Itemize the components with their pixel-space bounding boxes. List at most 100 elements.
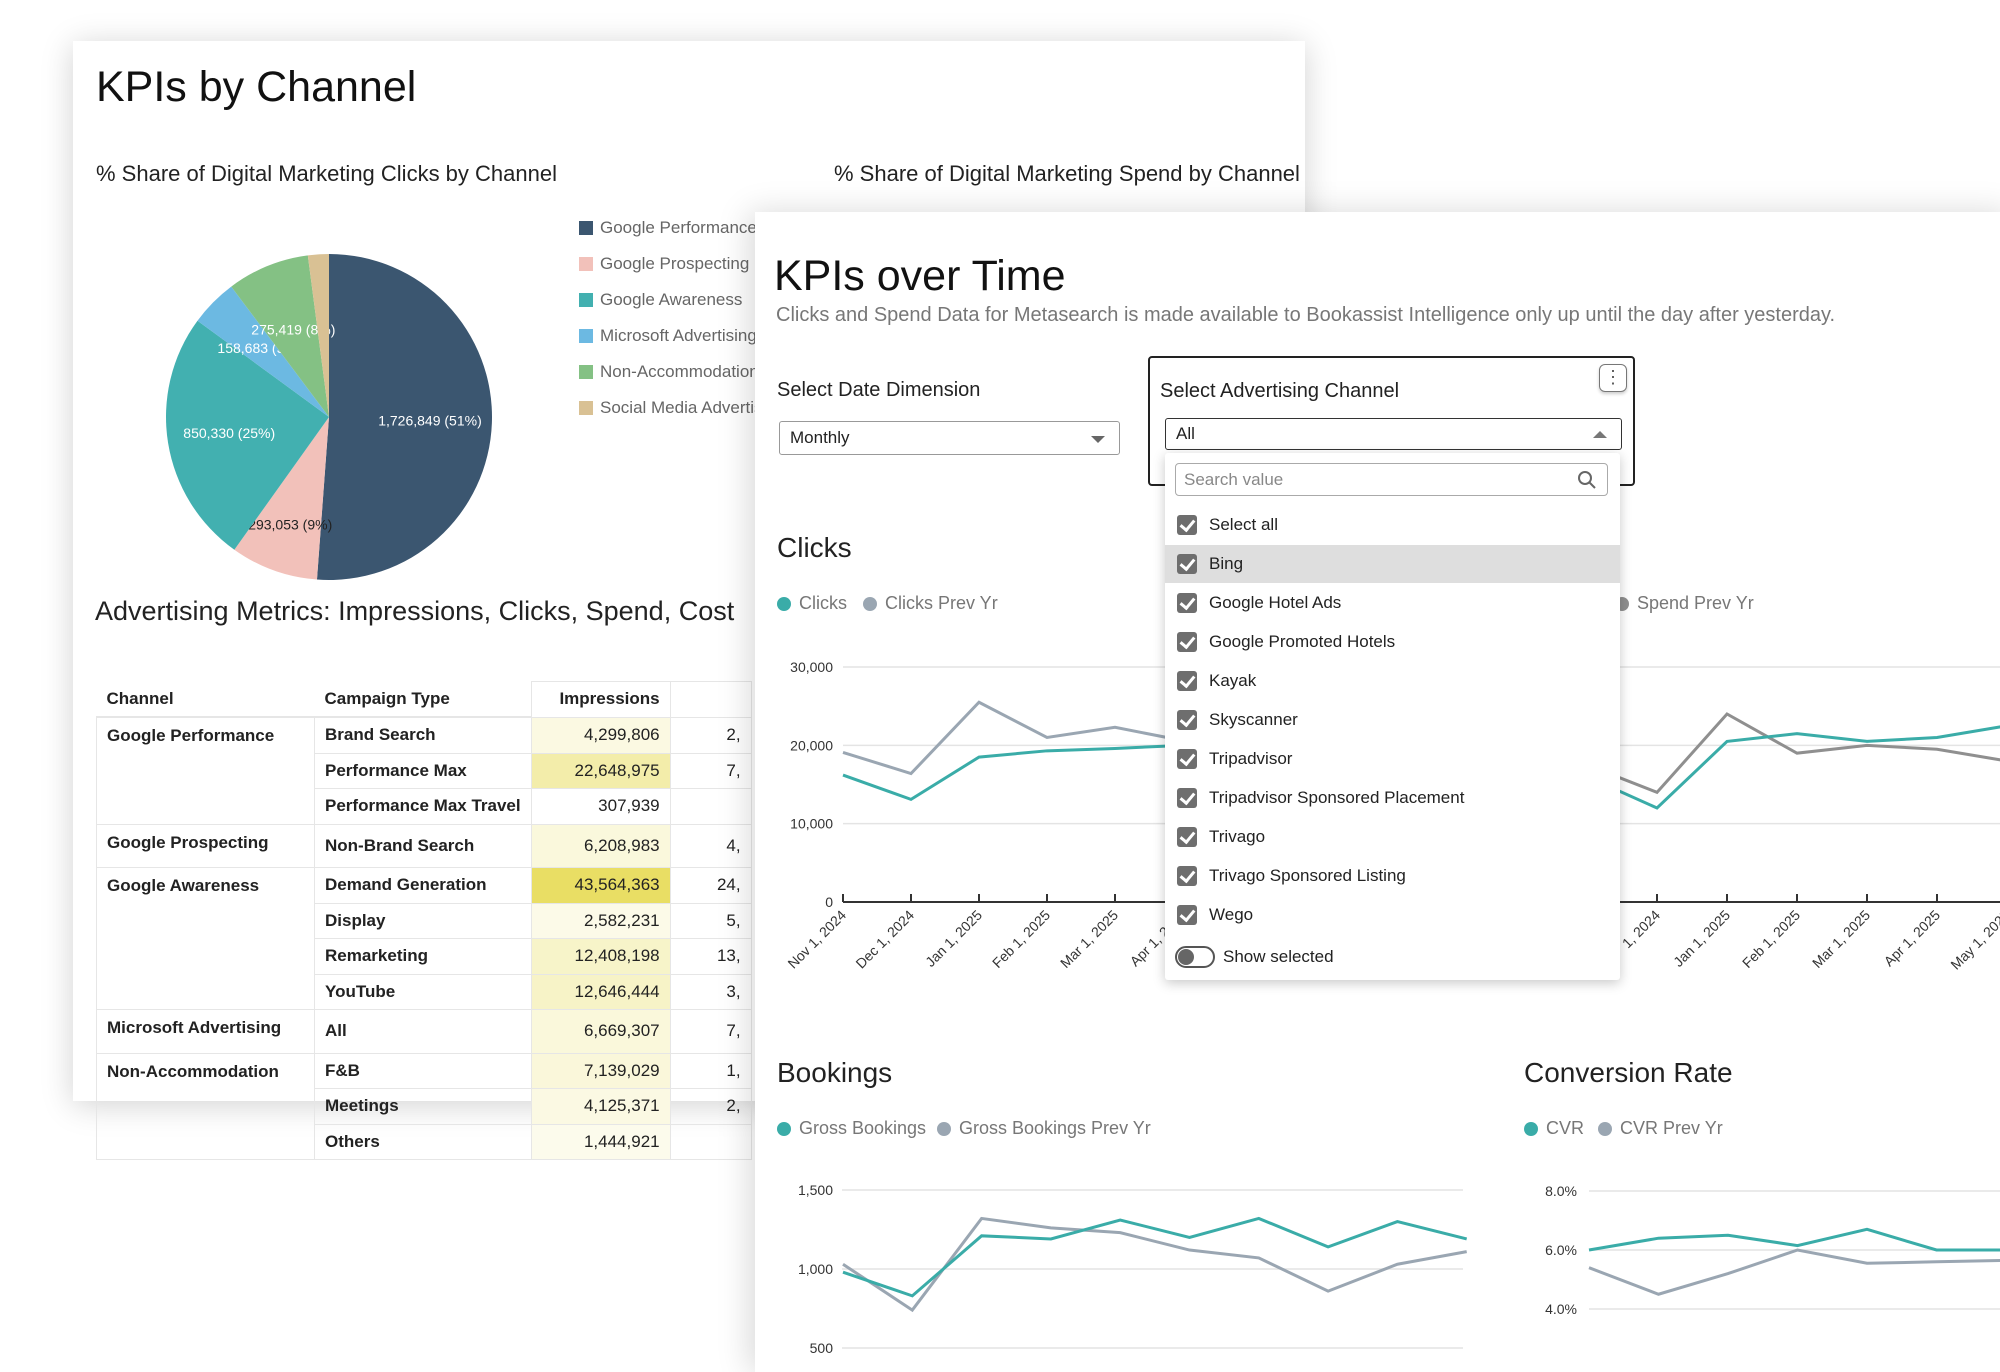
y-tick-label: 30,000: [790, 659, 833, 675]
conversion-rate-title: Conversion Rate: [1524, 1057, 1733, 1088]
channel-option[interactable]: Google Promoted Hotels: [1165, 623, 1620, 661]
date-dimension-select[interactable]: Monthly: [779, 421, 1120, 455]
y-tick-label: 4.0%: [1545, 1301, 1577, 1317]
table-row: Google Performance Brand Search 4,299,806 2…: [96, 716, 752, 825]
pie-slice[interactable]: [316, 254, 492, 580]
checkbox-checked-icon[interactable]: [1177, 827, 1197, 847]
cell-campaign: YouTube: [314, 973, 532, 1010]
pie-slice[interactable]: [307, 254, 329, 417]
checkbox-checked-icon[interactable]: [1177, 905, 1197, 925]
channel-option[interactable]: Kayak: [1165, 662, 1620, 700]
channel-option[interactable]: Skyscanner: [1165, 701, 1620, 739]
cell-impressions: 7,139,029: [530, 1052, 671, 1089]
table-row: Performance Max Travel 307,939: [97, 788, 752, 825]
checkbox-checked-icon[interactable]: [1177, 554, 1197, 574]
channel-option[interactable]: Trivago Sponsored Listing: [1165, 857, 1620, 895]
pie-slice[interactable]: [165, 320, 329, 550]
chevron-down-icon: [1091, 436, 1105, 443]
checkbox-checked-icon[interactable]: [1177, 749, 1197, 769]
header-next-column[interactable]: [669, 681, 752, 718]
cell-impressions: 1,444,921: [530, 1123, 671, 1160]
legend-cvr-prev-yr[interactable]: CVR Prev Yr: [1598, 1118, 1723, 1139]
channel-option[interactable]: Bing: [1165, 545, 1620, 583]
cell-next: 4,: [669, 823, 752, 868]
series-line-current[interactable]: [842, 743, 1184, 802]
series-line-current[interactable]: [842, 1216, 1468, 1298]
table-row: Performance Max 22,648,975 7,: [97, 752, 752, 789]
cell-campaign: Performance Max: [314, 752, 532, 789]
legend-gross-bookings-prev-yr[interactable]: Gross Bookings Prev Yr: [937, 1118, 1151, 1139]
series-line-previous[interactable]: [842, 1216, 1467, 1313]
option-label: Google Promoted Hotels: [1209, 632, 1396, 651]
table-row: Display 2,582,231 5,: [97, 902, 752, 939]
checkbox-checked-icon[interactable]: [1177, 866, 1197, 886]
legend-gross-bookings[interactable]: Gross Bookings: [777, 1118, 926, 1139]
table-row: Others 1,444,921: [97, 1123, 752, 1160]
legend-dot-icon: [1598, 1121, 1612, 1136]
y-tick-label: 0: [825, 894, 833, 910]
header-impressions[interactable]: Impressions: [530, 681, 671, 718]
legend-label: Spend Prev Yr: [1637, 593, 1754, 613]
legend-clicks[interactable]: Clicks: [777, 593, 847, 614]
x-tick-label: Mar 1, 2025: [1809, 907, 1873, 971]
option-label: Kayak: [1209, 671, 1257, 690]
pie-legend-item[interactable]: Google Awareness: [579, 290, 742, 310]
channel-option[interactable]: Wego: [1165, 896, 1620, 934]
legend-swatch-icon: [579, 329, 593, 343]
pie-legend-item[interactable]: Google Performance: [579, 218, 757, 238]
legend-clicks-prev-yr[interactable]: Clicks Prev Yr: [863, 593, 998, 614]
pie-legend-item[interactable]: Google Prospecting: [579, 254, 749, 274]
pie-slice-label: 293,053 (9%): [248, 516, 332, 532]
option-label: Select all: [1209, 515, 1278, 534]
checkbox-checked-icon[interactable]: [1177, 632, 1197, 652]
legend-swatch-icon: [579, 257, 593, 271]
series-line-current[interactable]: [1586, 725, 2000, 810]
show-selected-toggle[interactable]: Show selected: [1175, 946, 1334, 968]
pie-legend-item[interactable]: Non-Accommodation: [579, 362, 759, 382]
checkbox-checked-icon[interactable]: [1177, 671, 1197, 691]
series-line-previous[interactable]: [1586, 712, 2000, 795]
channel-select-value: All: [1176, 424, 1195, 443]
cell-next: 2,: [669, 716, 752, 754]
clicks-title: Clicks: [777, 532, 852, 563]
option-label: Google Hotel Ads: [1209, 593, 1342, 612]
cell-campaign: Others: [314, 1123, 532, 1160]
checkbox-checked-icon[interactable]: [1177, 710, 1197, 730]
header-campaign-type[interactable]: Campaign Type: [314, 681, 532, 718]
channel-option[interactable]: Select all: [1165, 506, 1620, 544]
legend-dot-icon: [863, 596, 877, 611]
pie-legend-item[interactable]: Microsoft Advertising: [579, 326, 757, 346]
channel-option[interactable]: Trivago: [1165, 818, 1620, 856]
pie-slice[interactable]: [234, 417, 329, 580]
checkbox-checked-icon[interactable]: [1177, 515, 1197, 535]
cell-impressions: 6,669,307: [530, 1009, 671, 1054]
channel-option[interactable]: Google Hotel Ads: [1165, 584, 1620, 622]
legend-swatch-icon: [579, 221, 593, 235]
cell-impressions: 307,939: [530, 788, 671, 825]
pie-slice-label: 1,726,849 (51%): [378, 413, 482, 429]
cell-campaign: Demand Generation: [314, 867, 532, 904]
search-value-input[interactable]: Search value: [1175, 463, 1608, 496]
channel-select[interactable]: All: [1165, 418, 1622, 450]
series-line-previous[interactable]: [1588, 1248, 2000, 1296]
series-line-current[interactable]: [1588, 1227, 2000, 1252]
x-tick-label: Nov 1, 2024: [784, 907, 849, 972]
channel-option[interactable]: Tripadvisor Sponsored Placement: [1165, 779, 1620, 817]
y-tick-label: 1,500: [798, 1182, 833, 1198]
pie-legend-item[interactable]: Social Media Advertising: [579, 398, 785, 418]
y-tick-label: 1,000: [798, 1261, 833, 1277]
checkbox-checked-icon[interactable]: [1177, 593, 1197, 613]
pie-slice[interactable]: [231, 255, 329, 417]
option-label: Wego: [1209, 905, 1254, 924]
legend-cvr[interactable]: CVR: [1524, 1118, 1584, 1139]
series-line-previous[interactable]: [842, 700, 1184, 776]
checkbox-checked-icon[interactable]: [1177, 788, 1197, 808]
option-label: Trivago: [1209, 827, 1266, 846]
header-channel[interactable]: Channel: [96, 681, 315, 718]
pie-slice[interactable]: [197, 286, 329, 417]
search-icon: [1578, 471, 1596, 489]
channel-option[interactable]: Tripadvisor: [1165, 740, 1620, 778]
legend-label: CVR: [1546, 1118, 1585, 1138]
more-options-icon[interactable]: ⋮: [1599, 364, 1627, 392]
option-label: Skyscanner: [1209, 710, 1298, 729]
